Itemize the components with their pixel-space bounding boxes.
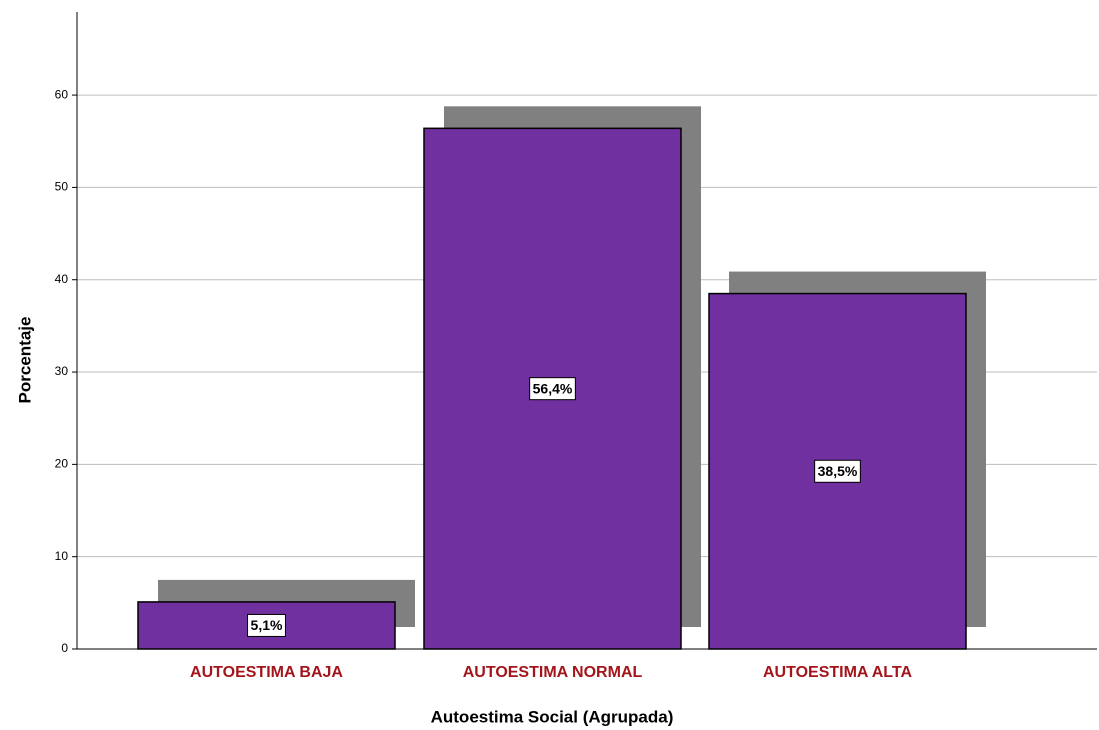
x-tick-label: AUTOESTIMA BAJA — [190, 664, 343, 681]
y-tick-label: 20 — [55, 457, 69, 471]
y-tick-label: 40 — [55, 272, 69, 286]
y-tick-label: 50 — [55, 180, 69, 194]
value-label: 56,4% — [533, 380, 573, 396]
value-label-box — [814, 459, 861, 483]
y-tick-label: 0 — [61, 641, 68, 655]
y-tick-label: 10 — [55, 549, 69, 563]
value-label-box — [247, 613, 286, 637]
y-tick-label: 30 — [55, 364, 69, 378]
x-tick-label: AUTOESTIMA ALTA — [763, 664, 912, 681]
value-label: 38,5% — [818, 463, 858, 479]
x-axis-title: Autoestima Social (Agrupada) — [431, 707, 674, 726]
x-tick-label: AUTOESTIMA NORMAL — [463, 664, 643, 681]
y-axis-title: Porcentaje — [15, 317, 34, 404]
y-tick-label: 60 — [55, 87, 69, 101]
value-label-box — [529, 377, 576, 401]
value-label: 5,1% — [251, 617, 283, 633]
